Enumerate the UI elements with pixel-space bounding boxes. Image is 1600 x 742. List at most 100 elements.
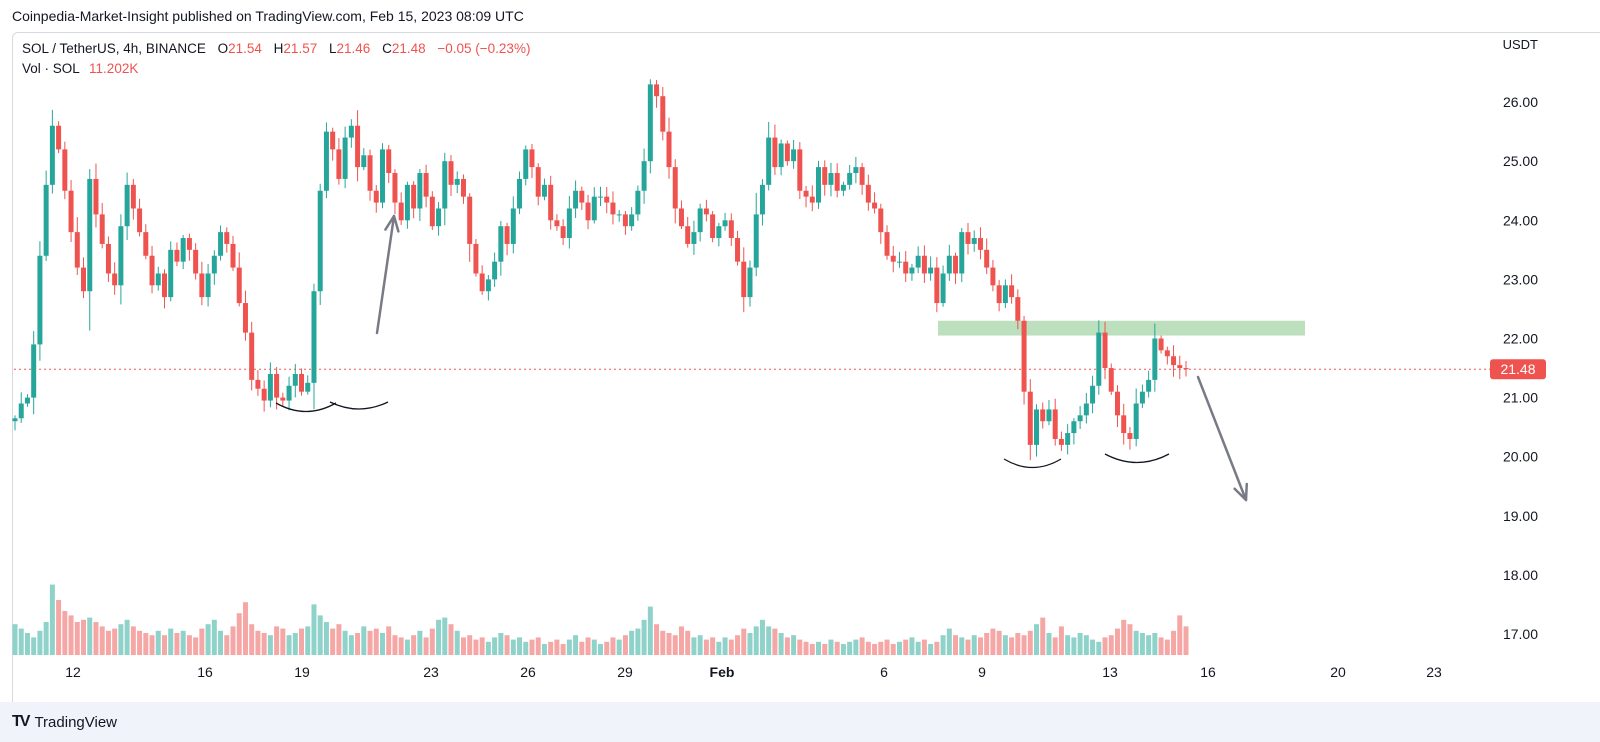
tradingview-mark-icon: TV <box>12 713 31 730</box>
volume-bar <box>517 637 523 655</box>
x-tick-label: 20 <box>1330 664 1346 680</box>
candle-body <box>1046 409 1052 422</box>
candle-body <box>336 149 342 179</box>
candle-body <box>541 184 547 197</box>
volume-bar <box>647 606 653 655</box>
candle-body <box>953 255 959 274</box>
double-bottom-arc <box>1003 458 1062 469</box>
candle-body <box>797 149 803 191</box>
candle-body <box>479 273 485 292</box>
volume-bar <box>361 626 367 655</box>
candle-body <box>1065 433 1071 445</box>
volume-bar <box>498 633 504 655</box>
volume-bar <box>548 641 554 655</box>
legend-volume-row: Vol · SOL 11.202K <box>22 59 530 79</box>
volume-bar <box>884 639 890 655</box>
volume-bar <box>56 600 62 655</box>
candle-body <box>211 255 217 274</box>
volume-bar <box>971 635 977 655</box>
volume-bar <box>822 644 828 655</box>
volume-bar <box>1164 639 1170 655</box>
legend-low: 21.46 <box>336 41 371 56</box>
volume-bar <box>199 628 205 655</box>
double-bottom-arc <box>275 402 337 413</box>
candle-body <box>766 137 772 185</box>
volume-bar <box>93 622 99 655</box>
volume-bar <box>317 615 323 655</box>
candle-body <box>379 149 385 203</box>
volume-bar <box>205 624 211 655</box>
legend-open: 21.54 <box>228 41 262 56</box>
x-tick-label: 23 <box>423 664 439 680</box>
candle-body <box>99 214 105 244</box>
volume-bar <box>641 619 647 655</box>
volume-bar <box>747 633 753 655</box>
volume-bar <box>977 637 983 655</box>
candle-body <box>890 255 896 262</box>
candle-body <box>267 373 273 401</box>
candle-body <box>118 226 124 286</box>
candle-body <box>411 184 417 209</box>
candle-body <box>460 178 466 197</box>
volume-bar <box>598 644 603 655</box>
candle-body <box>218 232 224 256</box>
candle-body <box>1164 350 1170 357</box>
candle-body <box>691 232 697 244</box>
volume-bar <box>236 613 242 655</box>
legend-volume-label: Vol · SOL <box>22 61 80 76</box>
volume-bar <box>31 637 37 655</box>
candle-body <box>361 155 367 168</box>
candle-body <box>554 220 560 227</box>
candle-body <box>1108 368 1114 392</box>
candle-body <box>473 243 479 274</box>
volume-bar <box>654 624 660 655</box>
candle-body <box>174 249 180 262</box>
volume-bar <box>49 584 55 655</box>
candle-body <box>330 131 336 150</box>
legend-price-row: SOL / TetherUS, 4h, BINANCE O21.54 H21.5… <box>22 39 530 59</box>
volume-bar <box>118 624 124 655</box>
volume-bar <box>847 641 853 655</box>
volume-bar <box>573 635 579 655</box>
candle-body <box>1034 409 1040 445</box>
candle-body <box>49 125 55 185</box>
volume-bar <box>828 639 834 655</box>
legend-low-label: L <box>328 41 337 56</box>
candle-body <box>903 261 909 274</box>
candle-body <box>436 208 442 227</box>
y-tick-label: 25.00 <box>1503 153 1538 169</box>
candle-body <box>367 155 373 191</box>
volume-bar <box>467 635 473 655</box>
volume-bar <box>386 626 392 655</box>
legend-open-label: O <box>217 41 229 56</box>
tradingview-logo[interactable]: TV TradingView <box>12 713 117 731</box>
volume-bar <box>896 641 902 655</box>
volume-bar <box>759 619 765 655</box>
volume-bar <box>915 641 921 655</box>
volume-bar <box>155 630 161 655</box>
candle-body <box>741 261 747 298</box>
candle-body <box>934 267 940 304</box>
volume-bar <box>1083 635 1089 655</box>
candle-body <box>784 143 790 162</box>
volume-bar <box>622 635 628 655</box>
volume-bar <box>523 641 529 655</box>
volume-bar <box>722 637 728 655</box>
volume-bar <box>629 630 635 655</box>
volume-bar <box>772 628 778 655</box>
candle-body <box>672 167 678 209</box>
candle-body <box>654 84 660 97</box>
y-tick-label: 18.00 <box>1503 567 1538 583</box>
volume-bar <box>990 628 996 655</box>
chart-legend: SOL / TetherUS, 4h, BINANCE O21.54 H21.5… <box>22 39 530 79</box>
x-tick-label: 26 <box>520 664 536 680</box>
volume-bar <box>99 626 105 655</box>
volume-bar <box>809 644 815 655</box>
candle-body <box>984 249 990 268</box>
candle-body <box>442 161 448 209</box>
volume-bar <box>872 644 878 655</box>
volume-bar <box>529 639 535 655</box>
candle-body <box>1102 332 1108 369</box>
volume-bar <box>934 641 940 655</box>
